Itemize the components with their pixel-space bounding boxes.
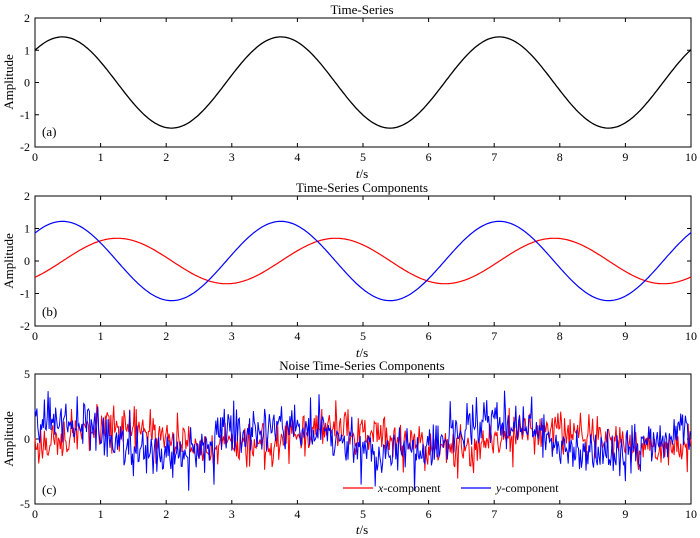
x-tick-label: 4 bbox=[294, 329, 300, 343]
panel-a-x-ticks: 0 1 2 3 4 5 6 7 8 9 10 bbox=[32, 18, 697, 164]
x-tick-label: 6 bbox=[426, 329, 432, 343]
x-tick-label: 1 bbox=[98, 150, 104, 164]
y-tick-label: -2 bbox=[20, 140, 30, 154]
legend-y-label: y-component bbox=[495, 481, 559, 495]
panel-b-axes bbox=[34, 195, 692, 327]
y-tick-label: -5 bbox=[20, 497, 30, 511]
x-tick-label: 9 bbox=[622, 329, 628, 343]
panel-c-ylabel: Amplitude bbox=[1, 411, 16, 467]
panel-a-ylabel: Amplitude bbox=[1, 54, 16, 110]
x-tick-label: 6 bbox=[426, 150, 432, 164]
x-tick-label: 8 bbox=[557, 150, 563, 164]
panel-c-xlabel: t/s bbox=[356, 522, 368, 537]
panel-c-legend: x-component y-component bbox=[343, 481, 559, 495]
panel-a: Time-Series 0 1 2 3 4 5 6 7 8 9 10 -2 -1 0 1 2 (a) Amp… bbox=[1, 2, 697, 181]
x-tick-label: 3 bbox=[229, 150, 235, 164]
panel-c-x-ticks: 0 1 2 3 4 5 6 7 8 9 10 bbox=[32, 374, 697, 521]
panel-c-axes bbox=[34, 373, 692, 505]
y-tick-label: -1 bbox=[20, 287, 30, 301]
x-tick-label: 9 bbox=[622, 150, 628, 164]
x-tick-label: 9 bbox=[622, 507, 628, 521]
x-tick-label: 3 bbox=[229, 507, 235, 521]
y-tick-label: 1 bbox=[24, 43, 30, 57]
x-tick-label: 5 bbox=[360, 507, 366, 521]
x-tick-label: 4 bbox=[294, 150, 300, 164]
panel-a-y-ticks: -2 -1 0 1 2 bbox=[20, 11, 691, 154]
panel-a-axes bbox=[34, 17, 692, 148]
panel-a-tag: (a) bbox=[42, 124, 56, 139]
x-tick-label: 0 bbox=[32, 507, 38, 521]
panel-c-title: Noise Time-Series Components bbox=[279, 358, 444, 373]
x-tick-label: 1 bbox=[98, 329, 104, 343]
panel-b-tag: (b) bbox=[42, 304, 57, 319]
x-tick-label: 10 bbox=[685, 150, 697, 164]
x-tick-label: 3 bbox=[229, 329, 235, 343]
panel-b-blue-series-line bbox=[34, 220, 692, 302]
panel-a-series-line bbox=[34, 36, 692, 129]
panel-b: Time-Series Components 0 1 2 3 4 5 6 7 8 9 10 -2-1… bbox=[1, 180, 697, 360]
x-tick-label: 7 bbox=[491, 329, 497, 343]
y-tick-label: 0 bbox=[24, 76, 30, 90]
panel-b-x-ticks: 0 1 2 3 4 5 6 7 8 9 10 bbox=[32, 196, 697, 343]
panel-b-xlabel: t/s bbox=[356, 345, 368, 360]
x-tick-label: 4 bbox=[294, 507, 300, 521]
y-tick-label: 2 bbox=[24, 11, 30, 25]
panel-a-title: Time-Series bbox=[330, 2, 393, 17]
panel-a-xlabel: t/s bbox=[356, 166, 368, 181]
legend-x-label: x-component bbox=[377, 481, 441, 495]
y-tick-label: 0 bbox=[24, 432, 30, 446]
panel-b-y-ticks: -2 -1 0 1 2 bbox=[20, 189, 691, 333]
panel-c-x-component-line bbox=[34, 400, 692, 479]
panel-b-ylabel: Amplitude bbox=[1, 233, 16, 289]
y-tick-label: 2 bbox=[24, 189, 30, 203]
x-tick-label: 5 bbox=[360, 329, 366, 343]
y-tick-label: -1 bbox=[20, 108, 30, 122]
y-tick-label: -2 bbox=[20, 319, 30, 333]
y-tick-label: 0 bbox=[24, 254, 30, 268]
x-tick-label: 7 bbox=[491, 150, 497, 164]
x-tick-label: 2 bbox=[163, 150, 169, 164]
x-tick-label: 10 bbox=[685, 507, 697, 521]
panel-c-y-component-line bbox=[34, 390, 692, 491]
x-tick-label: 8 bbox=[557, 507, 563, 521]
x-tick-label: 0 bbox=[32, 329, 38, 343]
panel-c: Noise Time-Series Components 0 1 2 3 4 5 6 7 8 9 1… bbox=[1, 358, 697, 537]
panel-c-tag: (c) bbox=[42, 482, 56, 497]
y-tick-label: 5 bbox=[24, 367, 30, 381]
x-tick-label: 7 bbox=[491, 507, 497, 521]
x-tick-label: 2 bbox=[163, 329, 169, 343]
y-tick-label: 1 bbox=[24, 222, 30, 236]
x-tick-label: 10 bbox=[685, 329, 697, 343]
x-tick-label: 6 bbox=[426, 507, 432, 521]
x-tick-label: 1 bbox=[98, 507, 104, 521]
x-tick-label: 2 bbox=[163, 507, 169, 521]
panel-b-title: Time-Series Components bbox=[296, 180, 428, 195]
x-tick-label: 5 bbox=[360, 150, 366, 164]
x-tick-label: 0 bbox=[32, 150, 38, 164]
x-tick-label: 8 bbox=[557, 329, 563, 343]
panel-b-red-series-line bbox=[34, 237, 692, 285]
